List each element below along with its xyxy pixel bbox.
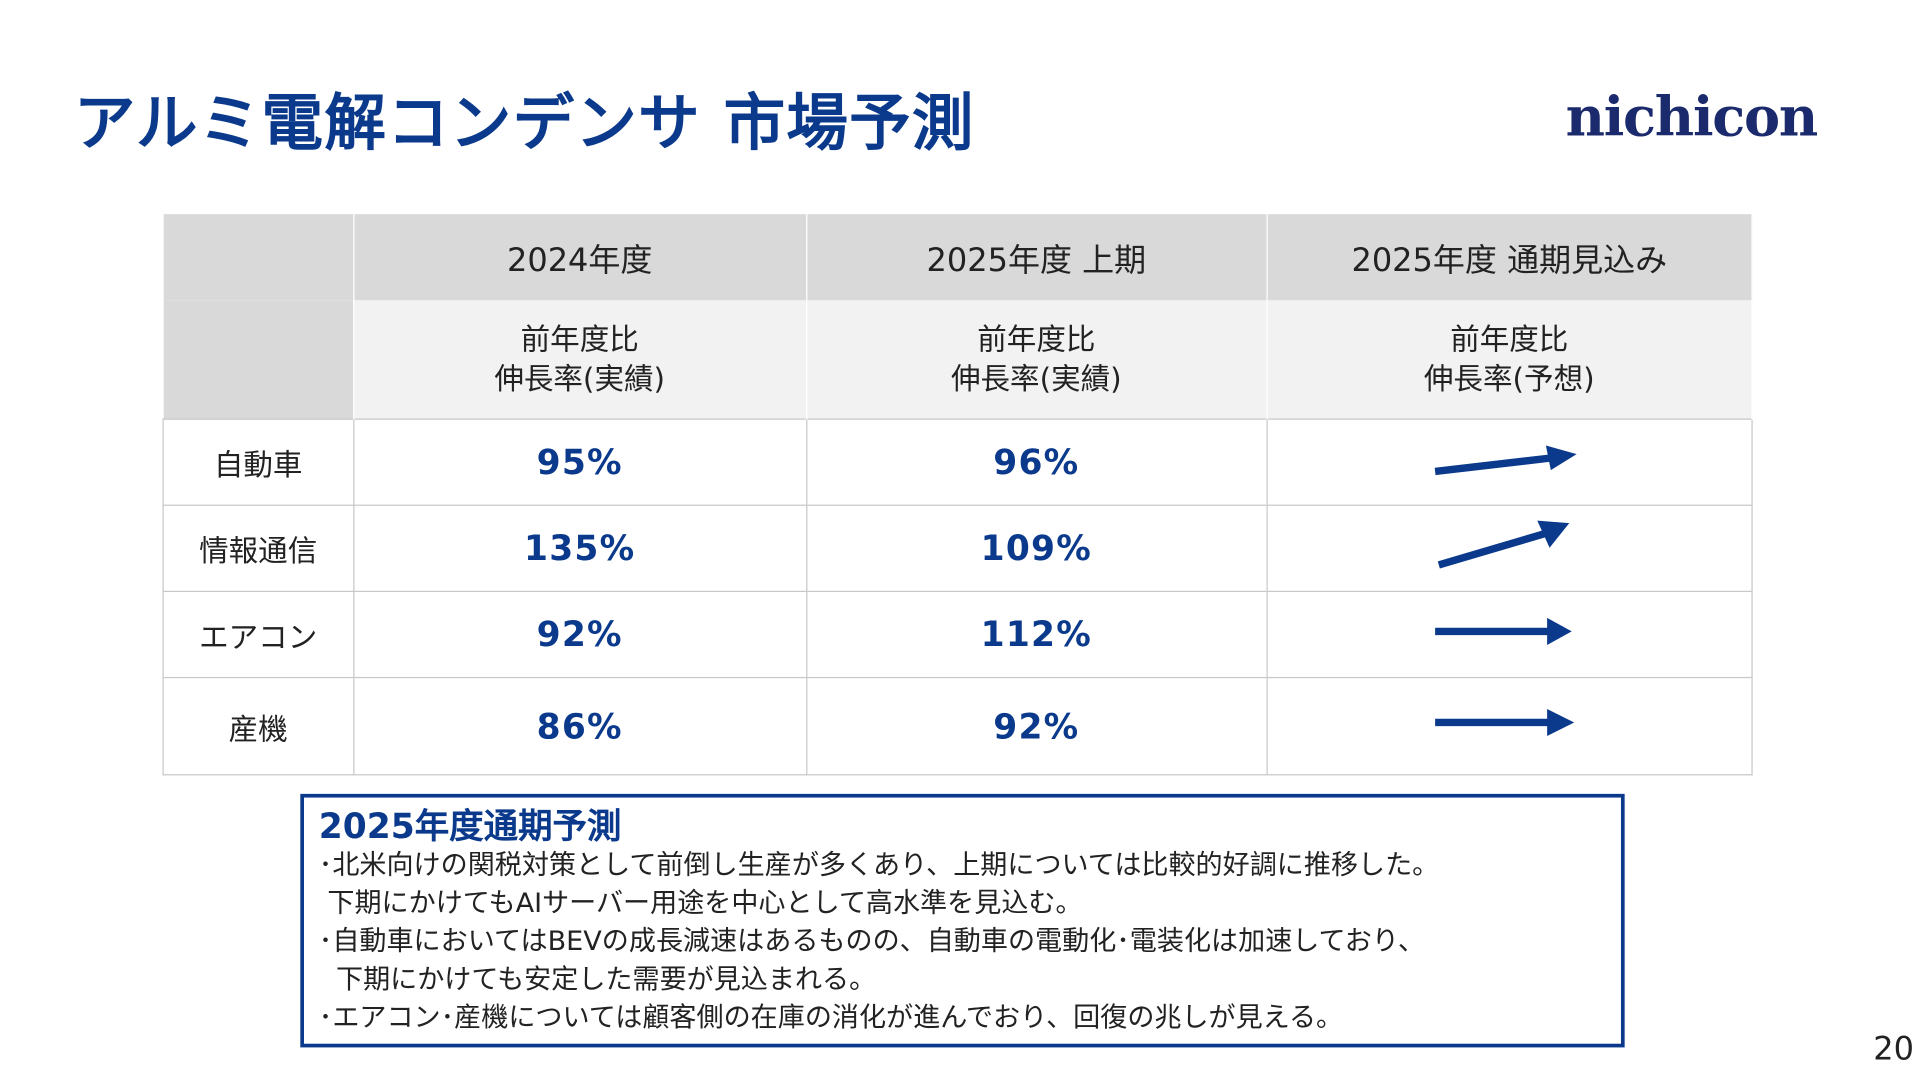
- page-number: 20: [1873, 1031, 1915, 1069]
- value-fy2025-h1: 112%: [805, 590, 1268, 679]
- note-title: 2025年度通期予測: [318, 806, 622, 847]
- row-label: 自動車: [162, 418, 354, 506]
- note-line: 下期にかけても安定した需要が見込まれる。: [318, 964, 877, 996]
- value-fy2025-h1: 92%: [805, 676, 1268, 776]
- note-line: ･エアコン･産機については顧客側の在庫の消化が進んでおり、回復の兆しが見える。: [318, 1003, 1344, 1034]
- table-row: エアコン 92% 112%: [162, 590, 1753, 679]
- slide-title: アルミ電解コンデンサ 市場予測: [73, 87, 975, 159]
- forecast-note-box: 2025年度通期予測 ･北米向けの関税対策として前倒し生産が多くあり、上期につい…: [300, 793, 1625, 1048]
- flat-arrow-icon: [1265, 590, 1753, 679]
- table-row: 情報通信 135% 109%: [162, 504, 1753, 593]
- subheader: 前年度比 伸長率(予想): [1266, 300, 1753, 420]
- slightly-up-arrow-icon: [1265, 418, 1753, 506]
- row-label: 産機: [162, 676, 354, 776]
- header-fy2024: 2024年度: [353, 214, 807, 301]
- table-row: 自動車 95% 96%: [162, 418, 1753, 506]
- subheader: 前年度比 伸長率(実績): [353, 300, 807, 420]
- value-fy2024: 135%: [352, 504, 807, 593]
- nichicon-logo: nichicon: [1565, 86, 1819, 149]
- value-fy2024: 95%: [352, 418, 807, 506]
- header-fy2025-full: 2025年度 通期見込み: [1266, 214, 1753, 301]
- market-forecast-table: 2024年度 2025年度 上期 2025年度 通期見込み 前年度比 伸長率(実…: [162, 214, 1753, 776]
- subheader-blank: [163, 300, 354, 420]
- value-fy2024: 86%: [352, 676, 807, 776]
- header-blank: [163, 214, 354, 301]
- header-fy2025-h1: 2025年度 上期: [806, 214, 1268, 301]
- value-fy2024: 92%: [352, 590, 807, 679]
- note-line: ･自動車においてはBEVの成長減速はあるものの、自動車の電動化･電装化は加速して…: [318, 926, 1425, 958]
- row-label: エアコン: [162, 590, 354, 679]
- row-label: 情報通信: [162, 504, 354, 593]
- subheader: 前年度比 伸長率(実績): [806, 300, 1268, 420]
- note-line: 下期にかけてもAIサーバー用途を中心として高水準を見込む。: [318, 888, 1083, 920]
- flat-arrow-icon: [1265, 676, 1753, 776]
- up-arrow-icon: [1265, 504, 1753, 593]
- value-fy2025-h1: 96%: [805, 418, 1268, 506]
- table-row: 産機 86% 92%: [162, 676, 1753, 776]
- value-fy2025-h1: 109%: [805, 504, 1268, 593]
- note-line: ･北米向けの関税対策として前倒し生産が多くあり、上期については比較的好調に推移し…: [318, 850, 1440, 882]
